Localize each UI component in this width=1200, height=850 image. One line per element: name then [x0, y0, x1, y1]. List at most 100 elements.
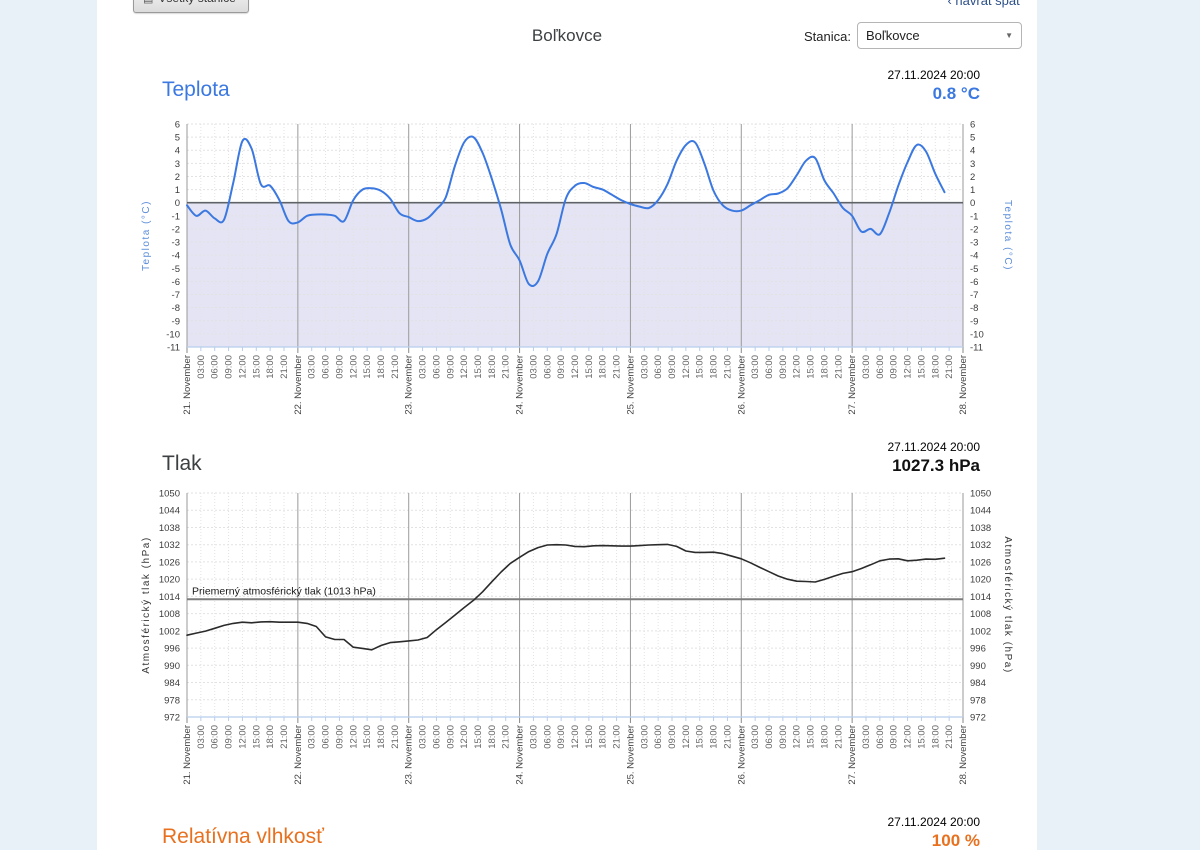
svg-text:1050: 1050: [970, 489, 991, 500]
svg-text:09:00: 09:00: [556, 725, 567, 749]
svg-text:-9: -9: [970, 316, 978, 327]
svg-text:3: 3: [175, 159, 180, 170]
svg-text:-7: -7: [970, 290, 978, 301]
svg-text:996: 996: [970, 644, 986, 655]
svg-text:18:00: 18:00: [487, 725, 498, 749]
svg-text:21:00: 21:00: [722, 355, 733, 379]
svg-text:25. November: 25. November: [625, 355, 636, 415]
svg-text:12:00: 12:00: [459, 355, 470, 379]
svg-text:Priemerný atmosférický tlak (1: Priemerný atmosférický tlak (1013 hPa): [192, 585, 376, 597]
svg-text:1020: 1020: [159, 575, 180, 586]
svg-text:03:00: 03:00: [528, 725, 539, 749]
svg-text:1: 1: [970, 185, 975, 196]
svg-text:1020: 1020: [970, 575, 991, 586]
svg-text:1038: 1038: [159, 523, 180, 534]
svg-text:22. November: 22. November: [293, 355, 304, 415]
svg-text:03:00: 03:00: [528, 355, 539, 379]
svg-text:12:00: 12:00: [792, 725, 803, 749]
svg-text:1026: 1026: [159, 557, 180, 568]
svg-text:5: 5: [175, 133, 180, 144]
svg-text:18:00: 18:00: [930, 355, 941, 379]
svg-text:990: 990: [970, 661, 986, 672]
svg-text:15:00: 15:00: [806, 355, 817, 379]
svg-text:1008: 1008: [159, 609, 180, 620]
svg-text:-7: -7: [172, 290, 180, 301]
svg-text:-4: -4: [172, 251, 180, 262]
humidity-current-value: 100 %: [931, 831, 980, 850]
svg-text:21:00: 21:00: [944, 725, 955, 749]
svg-text:06:00: 06:00: [431, 355, 442, 379]
station-select-value: Boľkovce: [866, 28, 920, 43]
all-stations-button[interactable]: ▤ Všetky stanice: [133, 0, 249, 13]
temperature-timestamp: 27.11.2024 20:00: [887, 68, 980, 82]
svg-text:15:00: 15:00: [473, 355, 484, 379]
svg-text:-10: -10: [166, 329, 180, 340]
svg-text:23. November: 23. November: [404, 725, 415, 785]
station-select[interactable]: Boľkovce ▼: [857, 22, 1022, 49]
svg-text:12:00: 12:00: [792, 355, 803, 379]
temperature-chart: 21. November 03:00 06:00 09:00 12:00 15:00 18:…: [97, 115, 1037, 435]
svg-text:25. November: 25. November: [625, 725, 636, 785]
svg-text:03:00: 03:00: [861, 725, 872, 749]
svg-text:18:00: 18:00: [265, 355, 276, 379]
svg-text:12:00: 12:00: [903, 725, 914, 749]
svg-text:18:00: 18:00: [598, 725, 609, 749]
svg-text:21:00: 21:00: [722, 725, 733, 749]
svg-text:26. November: 26. November: [736, 725, 747, 785]
svg-text:09:00: 09:00: [445, 355, 456, 379]
svg-text:06:00: 06:00: [542, 725, 553, 749]
svg-text:4: 4: [175, 146, 180, 157]
svg-text:-5: -5: [970, 264, 978, 275]
svg-text:12:00: 12:00: [681, 725, 692, 749]
svg-text:15:00: 15:00: [362, 355, 373, 379]
svg-text:12:00: 12:00: [570, 355, 581, 379]
pressure-chart-svg: 21. November 03:00 06:00 09:00 12:00 15:00 18:…: [141, 489, 1013, 785]
svg-text:-3: -3: [970, 238, 978, 249]
svg-text:24. November: 24. November: [515, 355, 526, 415]
svg-text:03:00: 03:00: [307, 725, 318, 749]
svg-text:0: 0: [175, 198, 180, 209]
svg-text:24. November: 24. November: [515, 725, 526, 785]
svg-text:-5: -5: [172, 264, 180, 275]
svg-text:972: 972: [970, 713, 986, 724]
svg-text:06:00: 06:00: [210, 355, 221, 379]
station-label: Stanica:: [804, 29, 851, 44]
svg-text:Atmosférický tlak (hPa): Atmosférický tlak (hPa): [141, 536, 152, 673]
svg-text:21:00: 21:00: [612, 355, 623, 379]
svg-text:27. November: 27. November: [847, 725, 858, 785]
svg-text:06:00: 06:00: [542, 355, 553, 379]
svg-text:09:00: 09:00: [667, 725, 678, 749]
svg-text:03:00: 03:00: [750, 725, 761, 749]
temperature-title: Teplota: [162, 78, 230, 101]
svg-text:1044: 1044: [970, 506, 991, 517]
back-link[interactable]: ‹ návrat späť: [947, 0, 1021, 8]
svg-text:03:00: 03:00: [307, 355, 318, 379]
svg-text:12:00: 12:00: [570, 725, 581, 749]
svg-text:6: 6: [175, 120, 180, 131]
svg-text:06:00: 06:00: [653, 725, 664, 749]
svg-text:1014: 1014: [970, 592, 991, 603]
svg-text:18:00: 18:00: [487, 355, 498, 379]
svg-text:1038: 1038: [970, 523, 991, 534]
svg-text:-6: -6: [970, 277, 978, 288]
svg-text:-3: -3: [172, 238, 180, 249]
svg-text:09:00: 09:00: [334, 725, 345, 749]
svg-text:06:00: 06:00: [764, 725, 775, 749]
svg-text:1032: 1032: [970, 540, 991, 551]
svg-text:978: 978: [970, 695, 986, 706]
svg-text:15:00: 15:00: [916, 355, 927, 379]
svg-text:990: 990: [164, 661, 180, 672]
svg-text:15:00: 15:00: [362, 725, 373, 749]
svg-text:5: 5: [970, 133, 975, 144]
svg-text:26. November: 26. November: [736, 355, 747, 415]
svg-text:15:00: 15:00: [584, 725, 595, 749]
svg-text:Atmosférický tlak (hPa): Atmosférický tlak (hPa): [1002, 536, 1013, 673]
svg-text:1044: 1044: [159, 506, 180, 517]
svg-text:22. November: 22. November: [293, 725, 304, 785]
svg-text:03:00: 03:00: [861, 355, 872, 379]
svg-text:12:00: 12:00: [681, 355, 692, 379]
svg-text:06:00: 06:00: [210, 725, 221, 749]
svg-text:21:00: 21:00: [944, 355, 955, 379]
svg-text:18:00: 18:00: [265, 725, 276, 749]
